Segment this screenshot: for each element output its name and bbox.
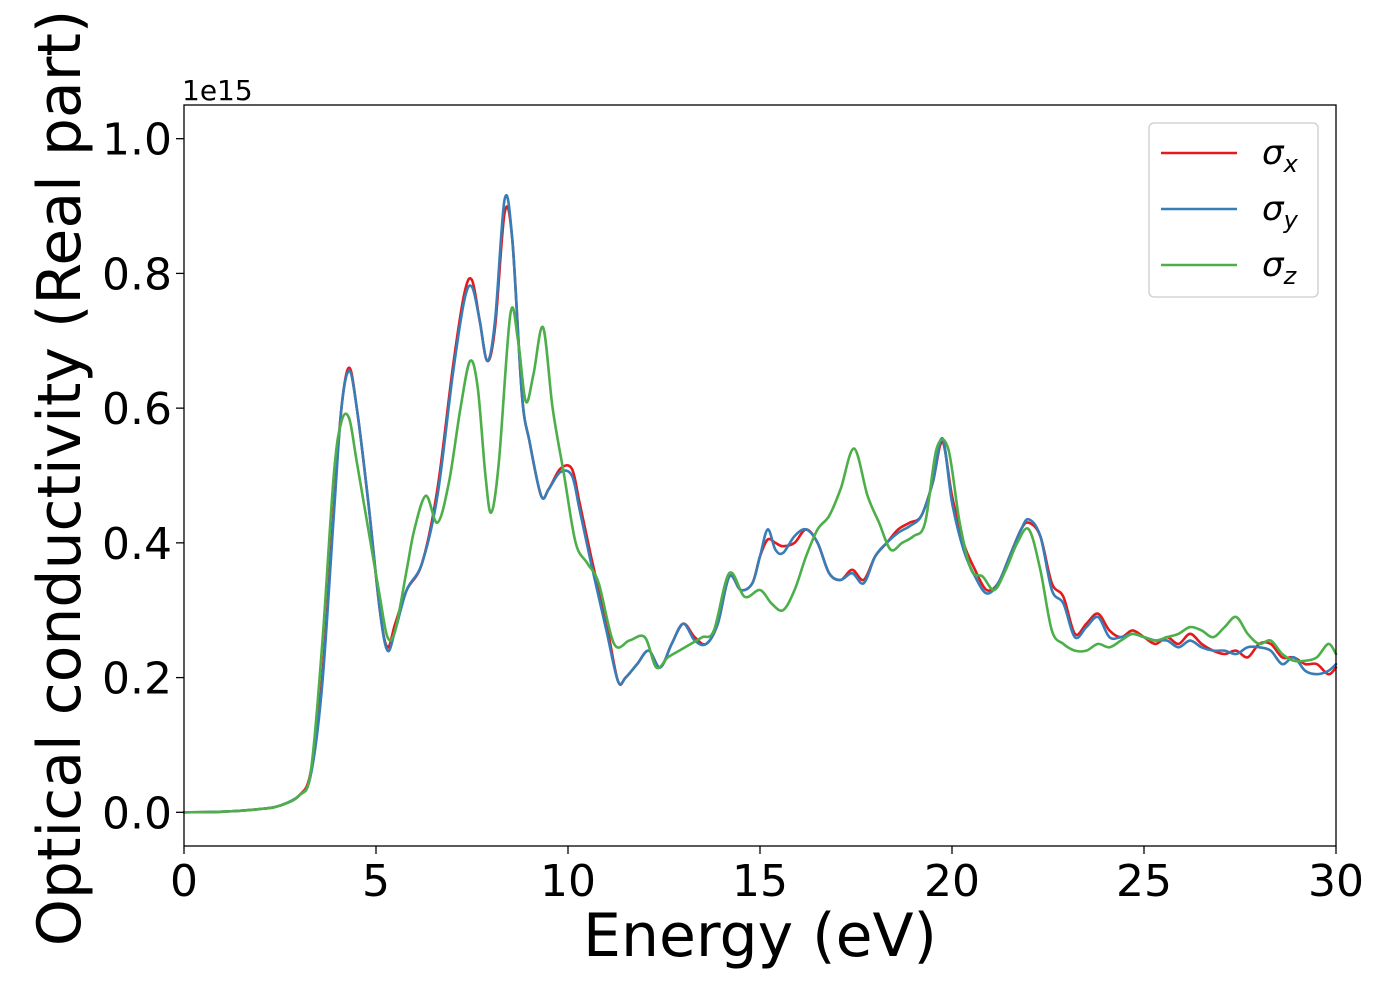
y-axis-ticks: 0.0 0.2 0.4 0.6 0.8 1.0 — [102, 115, 184, 839]
series-line-z — [182, 306, 1338, 814]
legend-label-z: σz — [1262, 245, 1298, 290]
series-layer — [182, 193, 1338, 814]
y-tick-label: 0.8 — [102, 249, 172, 300]
x-tick-label: 25 — [1116, 856, 1172, 907]
y-tick-label: 0.2 — [102, 654, 172, 705]
x-tick-label: 15 — [732, 856, 788, 907]
x-tick-label: 20 — [924, 856, 980, 907]
legend: σx σy σz — [1148, 122, 1319, 298]
x-tick-label: 0 — [170, 856, 198, 907]
y-axis-title: Optical conductivity (Real part) — [25, 10, 95, 947]
y-offset-label: 1e15 — [182, 74, 253, 107]
x-tick-label: 30 — [1308, 856, 1364, 907]
y-tick-label: 0.6 — [102, 384, 172, 435]
x-axis-title: Energy (eV) — [583, 901, 937, 971]
y-tick-label: 0.4 — [102, 519, 172, 570]
x-tick-label: 5 — [362, 856, 390, 907]
x-tick-label: 10 — [540, 856, 596, 907]
y-tick-label: 0.0 — [102, 788, 172, 839]
y-tick-label: 1.0 — [102, 115, 172, 166]
x-axis-ticks: 0 5 10 15 20 25 30 — [170, 846, 1364, 907]
legend-label-x: σx — [1262, 133, 1299, 178]
legend-label-y: σy — [1262, 189, 1299, 234]
